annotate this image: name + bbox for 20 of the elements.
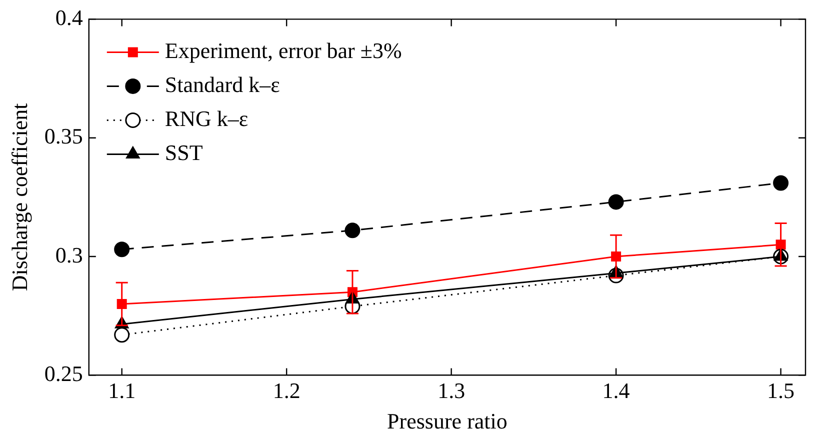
y-tick-label: 0.3 [55, 242, 83, 268]
point [114, 327, 130, 343]
y-tick-label: 0.4 [55, 4, 83, 30]
x-tick-label: 1.5 [767, 378, 795, 404]
legend-label: Standard k–ε [164, 72, 280, 97]
point [114, 242, 130, 258]
point [344, 222, 360, 238]
point [608, 194, 624, 210]
x-tick-label: 1.4 [602, 378, 630, 404]
x-tick-label: 1.2 [272, 378, 300, 404]
y-tick-label: 0.35 [44, 124, 83, 149]
x-axis-title: Pressure ratio [387, 408, 508, 434]
legend-label: SST [164, 140, 204, 165]
y-axis-title: Discharge coefficient [6, 103, 32, 292]
y-tick-label: 0.25 [44, 360, 83, 386]
point [773, 175, 789, 191]
legend-label: RNG k–ε [164, 106, 248, 131]
x-tick-label: 1.1 [108, 378, 136, 404]
x-tick-label: 1.3 [438, 378, 466, 404]
legend-label: Experiment, error bar ±3% [164, 38, 402, 63]
